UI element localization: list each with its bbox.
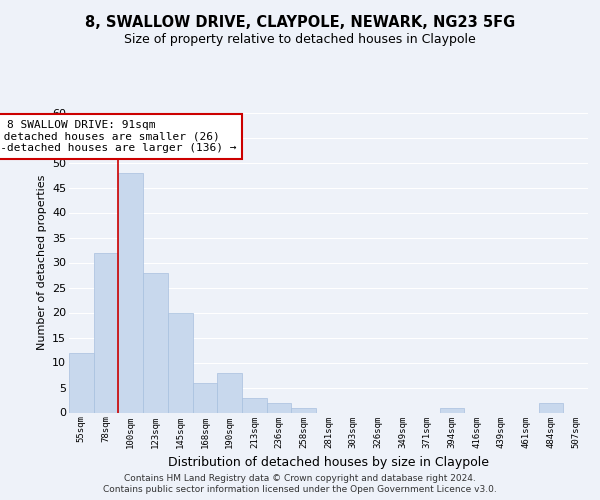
Bar xyxy=(267,402,292,412)
Text: 8, SWALLOW DRIVE, CLAYPOLE, NEWARK, NG23 5FG: 8, SWALLOW DRIVE, CLAYPOLE, NEWARK, NG23… xyxy=(85,15,515,30)
Y-axis label: Number of detached properties: Number of detached properties xyxy=(37,175,47,350)
Bar xyxy=(143,272,168,412)
Bar xyxy=(217,372,242,412)
Text: 8 SWALLOW DRIVE: 91sqm
← 16% of detached houses are smaller (26)
84% of semi-det: 8 SWALLOW DRIVE: 91sqm ← 16% of detached… xyxy=(0,120,236,153)
Bar xyxy=(292,408,316,412)
Bar xyxy=(193,382,217,412)
Text: Size of property relative to detached houses in Claypole: Size of property relative to detached ho… xyxy=(124,32,476,46)
Text: Contains HM Land Registry data © Crown copyright and database right 2024.: Contains HM Land Registry data © Crown c… xyxy=(124,474,476,483)
Bar xyxy=(539,402,563,412)
Bar xyxy=(118,172,143,412)
X-axis label: Distribution of detached houses by size in Claypole: Distribution of detached houses by size … xyxy=(168,456,489,469)
Bar xyxy=(242,398,267,412)
Bar xyxy=(440,408,464,412)
Bar xyxy=(69,352,94,412)
Bar xyxy=(168,312,193,412)
Bar xyxy=(94,252,118,412)
Text: Contains public sector information licensed under the Open Government Licence v3: Contains public sector information licen… xyxy=(103,485,497,494)
